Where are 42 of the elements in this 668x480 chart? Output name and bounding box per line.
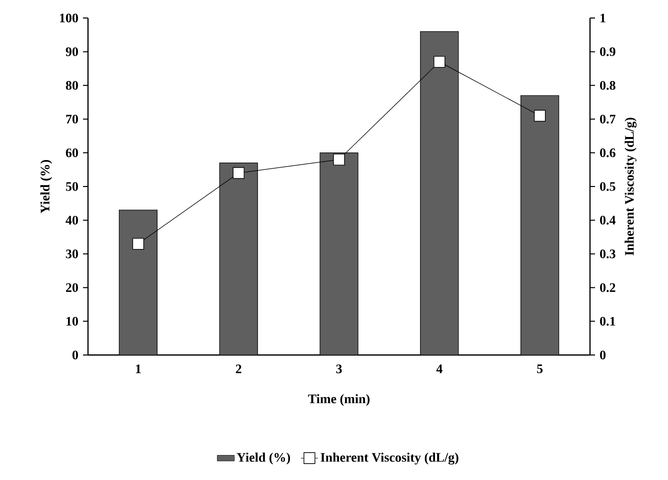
bar — [420, 31, 459, 355]
y-tick-label: 70 — [66, 114, 78, 124]
y2-tick-label: 0 — [600, 350, 606, 360]
y-tick-label: 60 — [66, 148, 78, 158]
bar — [520, 95, 560, 355]
x-tick-label: 1 — [136, 364, 141, 374]
point — [232, 167, 244, 179]
y-axis-title: Yield (%) — [40, 160, 52, 214]
y2-tick-label: 0.6 — [600, 148, 616, 158]
x-tick-label: 5 — [537, 364, 543, 374]
x-tick-label: 4 — [436, 364, 442, 374]
bar — [118, 210, 158, 355]
y-tick-label: 50 — [66, 182, 78, 191]
point — [132, 238, 144, 250]
y-tick-label: 100 — [60, 14, 78, 22]
y2-tick-label: 0.3 — [600, 249, 616, 258]
point — [333, 154, 345, 166]
y2-tick-label: 0.9 — [600, 47, 616, 56]
y2-tick-label: 0.8 — [600, 80, 616, 90]
point — [434, 56, 446, 68]
y2-tick-label: 0.2 — [600, 283, 616, 292]
x-axis-title: Time (min) — [308, 394, 370, 406]
y-tick-label: 80 — [66, 81, 78, 90]
y-tick-label: 0 — [72, 350, 78, 360]
y2-axis-title: Inherent Viscosity (dL/g) — [624, 118, 637, 256]
y-tick-label: 30 — [66, 250, 78, 258]
y2-tick-label: 1 — [600, 14, 606, 22]
legend-label: Inherent Viscosity (dL/g) — [320, 452, 458, 465]
bar — [320, 152, 358, 355]
y-tick-label: 10 — [66, 316, 78, 326]
y-tick-label: 90 — [66, 47, 78, 56]
y-tick-label: 40 — [66, 216, 78, 225]
y2-tick-label: 0.1 — [600, 316, 616, 326]
point — [534, 110, 546, 122]
legend-label: Yield (%) — [236, 452, 290, 464]
y2-tick-label: 0.5 — [600, 182, 616, 191]
bar — [219, 162, 258, 355]
y-tick-label: 20 — [66, 283, 78, 292]
x-tick-label: 2 — [236, 364, 242, 374]
x-tick-label: 3 — [336, 364, 342, 374]
y2-tick-label: 0.7 — [600, 114, 616, 124]
y2-tick-label: 0.4 — [600, 216, 616, 225]
